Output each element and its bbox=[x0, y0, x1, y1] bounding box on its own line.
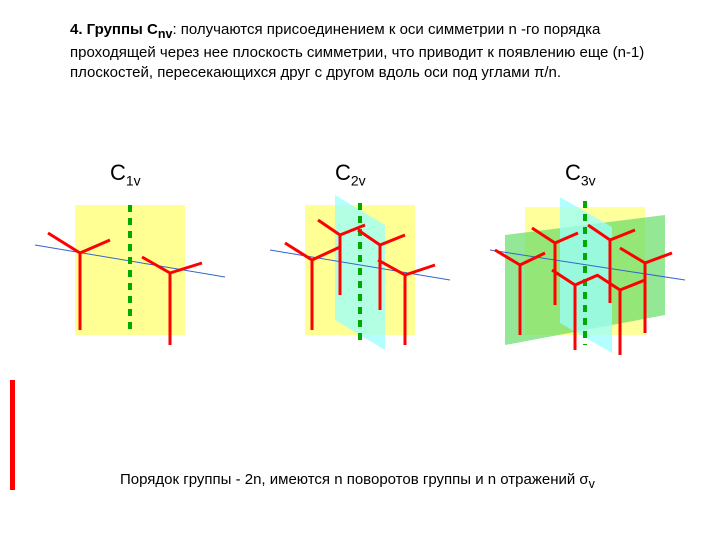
heading-sub: nv bbox=[158, 27, 173, 41]
heading-text: 4. Группы Cnv: получаются присоединением… bbox=[70, 20, 650, 83]
red-accent-bar bbox=[10, 380, 15, 490]
footer-text: Порядок группы - 2n, имеются n поворотов… bbox=[120, 470, 620, 493]
diagram-area bbox=[0, 195, 720, 375]
heading-prefix: 4. Группы C bbox=[70, 21, 158, 38]
label-c1v: C1v bbox=[110, 160, 141, 188]
diagram-c1v bbox=[20, 195, 240, 375]
diagram-c3v bbox=[470, 195, 690, 375]
label-c3v: C3v bbox=[565, 160, 596, 188]
diagram-c2v bbox=[250, 195, 470, 375]
label-c2v: C2v bbox=[335, 160, 366, 188]
